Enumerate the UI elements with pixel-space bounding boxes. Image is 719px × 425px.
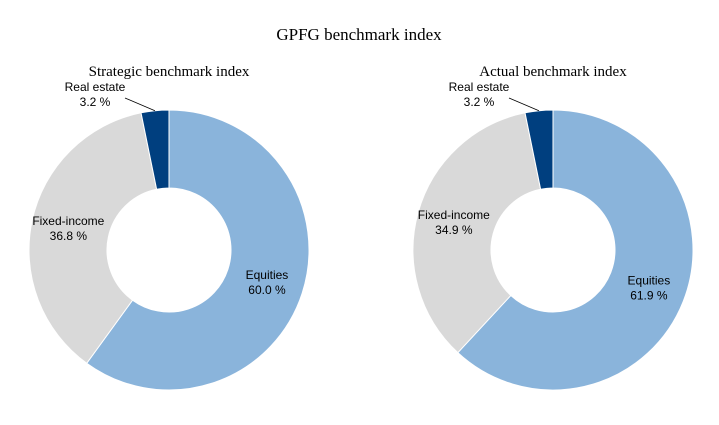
- slice-value: 3.2 %: [464, 95, 495, 109]
- slice-value: 61.9 %: [630, 289, 668, 303]
- slice-label: Real estate: [65, 80, 126, 94]
- slice-label: Fixed-income: [418, 208, 490, 222]
- slice-value: 3.2 %: [80, 95, 111, 109]
- slice: [412, 112, 542, 354]
- chart-title: Strategic benchmark index: [89, 64, 250, 80]
- slice: [457, 109, 694, 391]
- slice: [28, 112, 158, 364]
- slice: [140, 109, 170, 190]
- slice: [86, 109, 310, 391]
- slice-value: 36.8 %: [50, 229, 88, 243]
- slice-label: Real estate: [449, 80, 510, 94]
- slice-label: Fixed-income: [32, 214, 104, 228]
- page-title: GPFG benchmark index: [276, 25, 442, 44]
- slice: [524, 109, 554, 190]
- leader-line: [508, 97, 540, 112]
- slice-value: 34.9 %: [435, 223, 473, 237]
- leader-line: [124, 97, 156, 112]
- slice-value: 60.0 %: [248, 283, 286, 297]
- slice-label: Equities: [246, 268, 289, 282]
- slice-label: Equities: [628, 274, 671, 288]
- chart-title: Actual benchmark index: [479, 64, 627, 80]
